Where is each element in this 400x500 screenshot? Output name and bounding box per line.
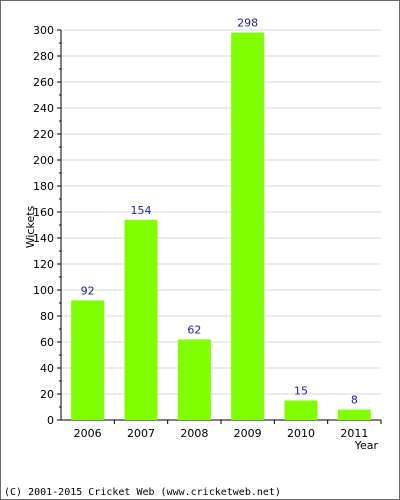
y-tick-label: 140 — [33, 232, 54, 245]
y-tick-label: 100 — [33, 284, 54, 297]
copyright-footer: (C) 2001-2015 Cricket Web (www.cricketwe… — [4, 487, 281, 498]
y-tick-label: 200 — [33, 154, 54, 167]
x-tick-label: 2011 — [340, 427, 368, 440]
y-tick-label: 260 — [33, 76, 54, 89]
data-label-2006: 92 — [81, 284, 95, 297]
y-tick-label: 60 — [40, 336, 54, 349]
x-tick-label: 2008 — [180, 427, 208, 440]
y-tick-label: 80 — [40, 310, 54, 323]
y-tick-label: 180 — [33, 180, 54, 193]
bar-2007 — [124, 219, 158, 420]
bar-2006 — [71, 300, 105, 420]
data-labels: 92 154 62 298 15 8 — [81, 17, 358, 407]
y-tick-label: 220 — [33, 128, 54, 141]
bars — [71, 32, 371, 420]
y-tick-label: 160 — [33, 206, 54, 219]
y-tick-label: 120 — [33, 258, 54, 271]
y-tick-label: 0 — [47, 414, 54, 427]
data-label-2010: 15 — [294, 385, 308, 398]
data-label-2011: 8 — [351, 394, 358, 407]
y-tick-label: 300 — [33, 24, 54, 37]
bar-2011 — [337, 409, 371, 420]
x-axis-title: Year — [354, 439, 379, 452]
x-tick-label: 2009 — [234, 427, 262, 440]
y-tick-label: 20 — [40, 388, 54, 401]
x-tick-label: 2006 — [74, 427, 102, 440]
bar-2009 — [231, 32, 265, 420]
grid-lines — [61, 29, 381, 395]
data-label-2007: 154 — [131, 204, 152, 217]
y-axis-title: Wickets — [24, 205, 37, 248]
x-tick-label: 2010 — [287, 427, 315, 440]
bar-2008 — [177, 339, 211, 420]
data-label-2008: 62 — [187, 323, 201, 336]
x-tick-label: 2007 — [127, 427, 155, 440]
bar-2010 — [284, 400, 318, 420]
y-tick-label: 240 — [33, 102, 54, 115]
data-label-2009: 298 — [237, 17, 258, 30]
y-tick-label: 40 — [40, 362, 54, 375]
axes: 0 20 40 60 80 100 120 140 160 180 200 220 240 260 280 3… — [33, 24, 382, 440]
y-tick-label: 280 — [33, 50, 54, 63]
